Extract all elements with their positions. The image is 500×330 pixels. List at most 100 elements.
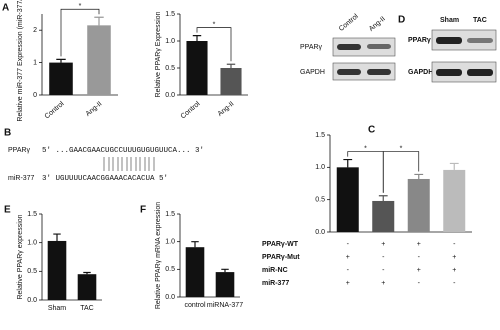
base-pairing [103,157,155,171]
error-bar [226,63,236,68]
y-tick-label: 0.5 [165,65,175,72]
error-bar [221,268,229,273]
condition-sign: - [347,267,350,274]
bar [185,247,205,297]
row-label: PPARγ [408,37,431,44]
lane-label: Sham [440,17,459,24]
y-tick-label: 0.0 [165,92,175,99]
condition-sign: + [381,241,385,248]
x-tick-label: Ang-II [217,101,236,118]
lane-label: TAC [473,17,487,24]
condition-sign: - [418,280,421,287]
y-tick-label: 1.5 [165,11,175,18]
significance-label: * [364,145,367,152]
significance-bracket [382,151,420,193]
significance-bracket [196,27,232,62]
x-tick-label: TAC [80,305,93,312]
bar [443,169,466,232]
blot [431,29,497,51]
y-tick-label: 1.0 [27,240,37,247]
panel-letter: C [368,125,375,136]
condition-name: miR-377 [262,280,289,287]
x-tick-label: Control [180,100,202,120]
error-bar [191,241,199,248]
condition-sign: + [417,267,421,274]
error-bar [56,58,66,63]
row-label: PPARγ [300,44,323,51]
y-tick-label: 1.5 [165,211,175,218]
bar [77,274,97,300]
blot-band [367,69,391,75]
blot-band [467,69,493,76]
blot [332,62,396,81]
significance-label: * [213,21,216,28]
condition-name: PPARγ-Mut [262,254,300,261]
x-tick-label: Sham [48,305,66,312]
condition-sign: - [382,254,385,261]
bar [186,41,208,95]
condition-sign: - [382,267,385,274]
sequence: 3' UGUUUUCAACGGAAACACACUA 5' [42,175,168,183]
y-axis-label: Relative miR-377 Expression (miR-377/U6) [17,0,24,122]
bar [407,178,430,232]
error-bar [449,162,459,170]
y-tick-label: 1.0 [165,239,175,246]
panel-letter: B [4,128,11,139]
y-tick-label: 2 [33,27,37,34]
condition-sign: + [417,241,421,248]
condition-sign: - [453,241,456,248]
panel-letter: F [140,205,146,216]
y-tick-label: 1 [33,59,37,66]
bar [87,25,111,96]
blot-band [467,38,493,43]
x-tick-label: Ang-II [85,101,104,118]
y-tick-label: 0.0 [165,294,175,301]
blot-band [367,44,391,49]
condition-name: PPARγ-WT [262,241,299,248]
condition-sign: + [452,254,456,261]
error-bar [343,158,353,168]
x-tick-label: miRNA-377 [207,302,243,309]
bar [336,167,359,232]
y-tick-label: 1.5 [315,132,325,139]
significance-label: * [400,145,403,152]
bar [215,272,235,297]
error-bar [83,271,91,275]
panel-letter: A [2,3,9,14]
condition-sign: - [418,254,421,261]
y-axis-label: Relative PPARγ expression [17,214,24,299]
error-bar [94,16,104,26]
lane-label: Control [338,13,360,33]
x-tick-label: control [184,302,205,309]
bar [49,62,73,95]
y-tick-label: 1.0 [165,38,175,45]
x-tick-label: Control [44,100,66,120]
y-tick-label: 0.0 [315,229,325,236]
y-tick-label: 0.0 [27,297,37,304]
blot [431,61,497,83]
panel-letter: D [398,15,405,26]
condition-sign: + [346,280,350,287]
condition-sign: + [346,254,350,261]
condition-sign: - [453,280,456,287]
sequence-name: PPARγ [8,147,31,154]
y-axis-label: Relative PPARγ Expression [155,11,162,97]
significance-label: * [79,3,82,10]
y-tick-label: 0.5 [165,266,175,273]
y-tick-label: 0.5 [315,197,325,204]
condition-sign: + [452,267,456,274]
row-label: GAPDH [300,69,325,76]
blot-band [337,44,361,50]
y-tick-label: 1.0 [315,164,325,171]
y-axis-label: Relative PPARγ mRNA expression [155,202,162,309]
bar [220,68,242,95]
blot-band [436,37,462,44]
blot-band [337,69,361,75]
condition-sign: + [381,280,385,287]
condition-name: miR-NC [262,267,288,274]
y-tick-label: 0 [33,92,37,99]
blot [332,37,396,57]
lane-label: Ang-II [368,16,387,33]
